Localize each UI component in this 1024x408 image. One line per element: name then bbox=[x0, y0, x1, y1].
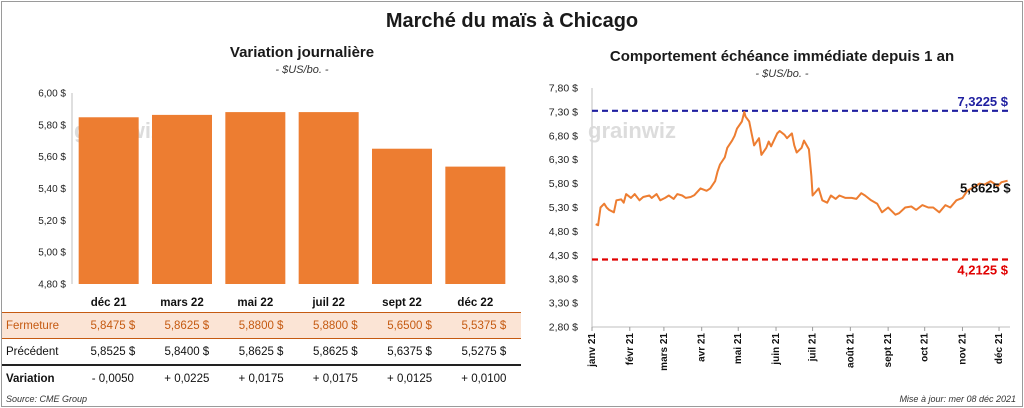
table-cell: + 0,0225 bbox=[164, 372, 210, 385]
y-tick-label: 5,20 $ bbox=[38, 216, 66, 227]
table-cell: + 0,0175 bbox=[238, 372, 284, 385]
table-row: Précédent 5,8525 $5,8400 $5,8625 $5,8625 … bbox=[2, 338, 521, 366]
table-cell: 5,8625 $ bbox=[223, 338, 299, 366]
table-cell: 5,8475 $ bbox=[76, 312, 150, 339]
x-category-label: déc 21 bbox=[91, 297, 127, 309]
x-tick-label: juil 21 bbox=[808, 333, 819, 363]
table-cell: + 0,0175 bbox=[312, 372, 358, 385]
table-cell: 5,8625 $ bbox=[298, 338, 373, 366]
x-category-label: juil 22 bbox=[311, 297, 345, 309]
y-tick-label: 5,80 $ bbox=[38, 120, 66, 131]
table-cell: - 0,0050 bbox=[91, 372, 134, 385]
table-cell: + 0,0125 bbox=[387, 372, 433, 385]
row-label: Variation bbox=[6, 372, 55, 385]
high-reference-label: 7,3225 $ bbox=[957, 94, 1008, 109]
x-category-label: déc 22 bbox=[457, 297, 493, 309]
x-tick-label: janv 21 bbox=[587, 333, 598, 368]
y-tick-label: 7,80 $ bbox=[549, 83, 578, 95]
x-category-label: sept 22 bbox=[382, 297, 422, 309]
table-cell: 5,8800 $ bbox=[223, 312, 299, 339]
y-tick-label: 6,80 $ bbox=[549, 130, 578, 142]
x-category-label: mars 22 bbox=[160, 297, 203, 309]
x-tick-label: nov 21 bbox=[957, 333, 968, 365]
y-tick-label: 3,30 $ bbox=[549, 298, 578, 310]
y-tick-label: 4,30 $ bbox=[549, 250, 578, 262]
update-note: Mise à jour: mer 08 déc 2021 bbox=[899, 394, 1016, 404]
table-row: Fermeture 5,8475 $5,8625 $5,8800 $5,8800 … bbox=[2, 312, 521, 339]
y-tick-label: 5,80 $ bbox=[549, 178, 578, 190]
left-chart-title: Variation journalière bbox=[229, 44, 375, 61]
low-reference-label: 4,2125 $ bbox=[957, 262, 1008, 277]
line-chart: 7,80 $ 7,30 $ 6,80 $ 6,30 $ 5,80 $ 5,30 $ 4,80… bbox=[549, 83, 1012, 371]
table-cell: 5,5375 $ bbox=[446, 312, 521, 339]
table-cell: + 0,0100 bbox=[461, 372, 507, 385]
last-value-label: 5,8625 $ bbox=[960, 181, 1011, 196]
x-tick-label: oct 21 bbox=[920, 333, 931, 362]
bar bbox=[78, 117, 139, 284]
y-tick-label: 5,00 $ bbox=[38, 248, 66, 259]
main-title: Marché du maïs à Chicago bbox=[385, 10, 639, 32]
y-tick-label: 4,80 $ bbox=[38, 280, 66, 291]
left-chart-unit: - $US/bo. - bbox=[275, 64, 329, 76]
bar-chart: 6,00 $ 5,80 $ 5,60 $ 5,40 $ 5,20 $ 5,00 $ 4,80… bbox=[38, 89, 506, 309]
y-tick-label: 6,00 $ bbox=[38, 89, 66, 100]
y-tick-label: 5,40 $ bbox=[38, 184, 66, 195]
x-tick-label: avr 21 bbox=[697, 333, 708, 362]
x-tick-label: juin 21 bbox=[771, 333, 782, 366]
y-tick-label: 5,30 $ bbox=[549, 202, 578, 214]
table-cell: 5,8625 $ bbox=[149, 312, 224, 339]
y-tick-label: 3,80 $ bbox=[549, 274, 578, 286]
table-cell: 5,6500 $ bbox=[372, 312, 447, 339]
bar bbox=[372, 148, 432, 284]
table-cell: 5,8525 $ bbox=[76, 338, 150, 366]
bar bbox=[445, 166, 506, 284]
right-chart-unit: - $US/bo. - bbox=[755, 68, 809, 80]
x-tick-label: déc 21 bbox=[994, 333, 1005, 365]
price-line bbox=[595, 110, 1008, 227]
watermark: grainwiz bbox=[588, 118, 676, 143]
row-label: Précédent bbox=[2, 338, 76, 366]
bar bbox=[152, 114, 212, 284]
x-tick-label: mai 21 bbox=[733, 333, 744, 365]
table-cell: 5,8400 $ bbox=[149, 338, 224, 366]
bar bbox=[225, 112, 286, 284]
right-chart-title: Comportement échéance immédiate depuis 1… bbox=[609, 48, 955, 65]
source-note: Source: CME Group bbox=[6, 394, 88, 404]
table-cell: 5,8800 $ bbox=[298, 312, 373, 339]
table-cell: 5,5275 $ bbox=[446, 338, 521, 366]
price-table: Fermeture 5,8475 $5,8625 $5,8800 $5,8800 … bbox=[2, 312, 521, 391]
x-category-label: mai 22 bbox=[237, 297, 273, 309]
y-tick-label: 7,30 $ bbox=[549, 106, 578, 118]
y-tick-label: 6,30 $ bbox=[549, 154, 578, 166]
x-tick-label: sept 21 bbox=[883, 333, 894, 368]
row-label: Fermeture bbox=[2, 312, 76, 339]
x-tick-label: août 21 bbox=[845, 333, 856, 368]
x-tick-label: févr 21 bbox=[625, 333, 636, 366]
table-cell: 5,6375 $ bbox=[372, 338, 447, 366]
x-tick-label: mars 21 bbox=[659, 333, 670, 371]
y-tick-label: 5,60 $ bbox=[38, 152, 66, 163]
table-row: Variation - 0,0050 + 0,0225 + 0,0175 + 0,017… bbox=[2, 365, 521, 391]
bar bbox=[298, 112, 359, 284]
y-tick-label: 2,80 $ bbox=[549, 322, 578, 334]
y-tick-label: 4,80 $ bbox=[549, 226, 578, 238]
